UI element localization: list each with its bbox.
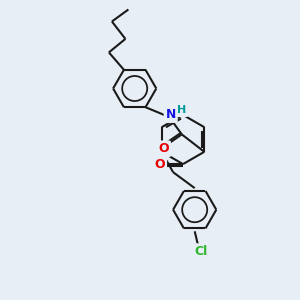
- Text: H: H: [177, 105, 186, 116]
- Text: Cl: Cl: [195, 245, 208, 258]
- Text: N: N: [157, 145, 167, 158]
- Text: O: O: [158, 142, 169, 155]
- Text: O: O: [154, 158, 165, 171]
- Text: N: N: [166, 108, 176, 121]
